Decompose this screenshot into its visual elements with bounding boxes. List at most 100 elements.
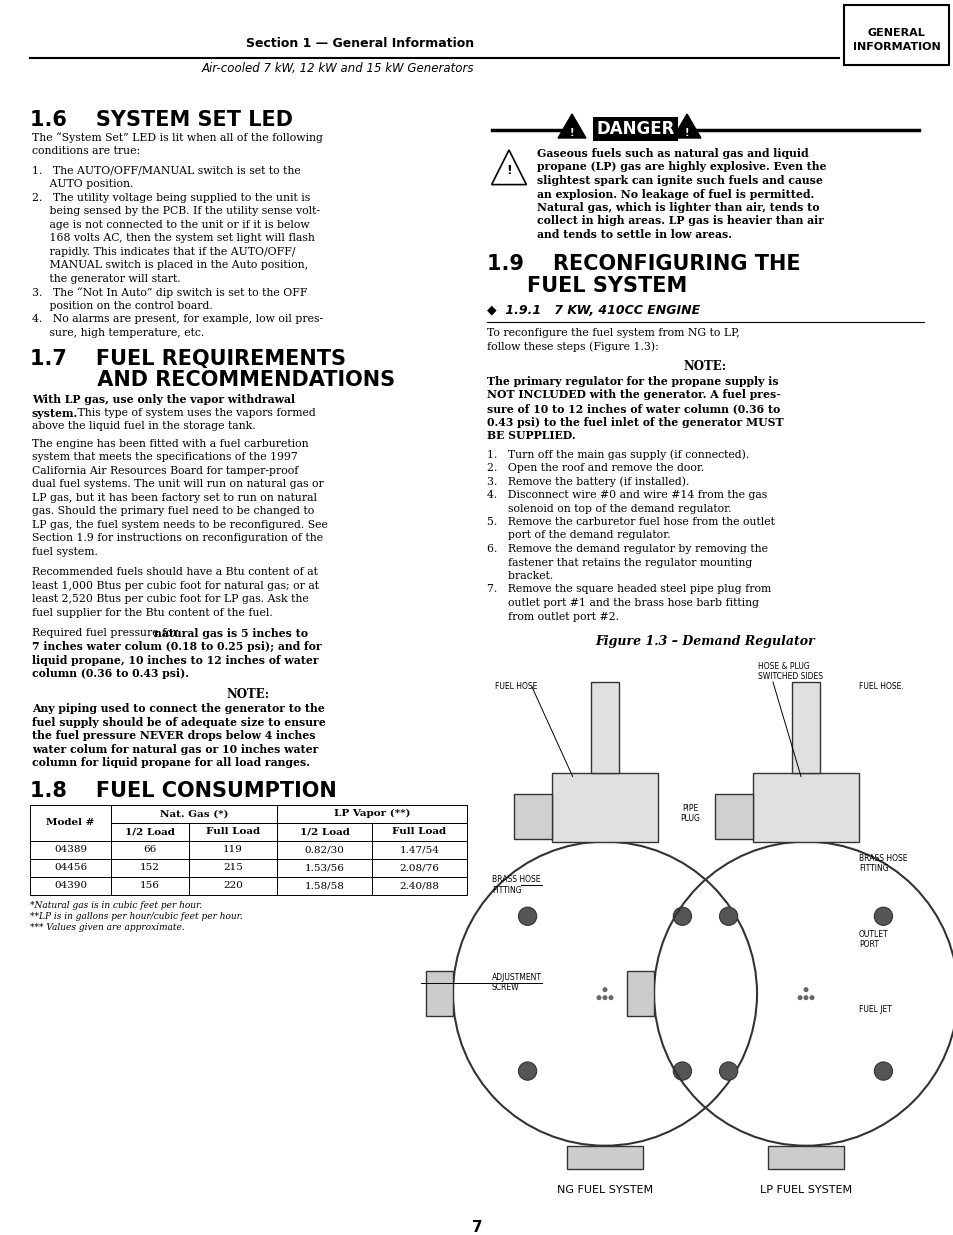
Bar <box>276 841 372 858</box>
Text: liquid propane, 10 inches to 12 inches of water: liquid propane, 10 inches to 12 inches o… <box>32 655 318 666</box>
Text: above the liquid fuel in the storage tank.: above the liquid fuel in the storage tan… <box>32 421 255 431</box>
Bar <box>372 823 467 841</box>
Text: Section 1.9 for instructions on reconfiguration of the: Section 1.9 for instructions on reconfig… <box>32 534 323 543</box>
Text: 66: 66 <box>143 845 156 855</box>
Text: 04456: 04456 <box>53 863 87 872</box>
Bar <box>514 794 551 840</box>
Text: Any piping used to connect the generator to the: Any piping used to connect the generator… <box>32 703 324 714</box>
Bar <box>591 682 618 773</box>
FancyBboxPatch shape <box>923 5 937 12</box>
Text: solenoid on top of the demand regulator.: solenoid on top of the demand regulator. <box>486 504 731 514</box>
Polygon shape <box>673 114 700 138</box>
FancyBboxPatch shape <box>865 5 880 12</box>
Text: FUEL HOSE: FUEL HOSE <box>495 682 537 692</box>
Text: 0.82/30: 0.82/30 <box>304 845 344 855</box>
Text: 2.08/76: 2.08/76 <box>399 863 439 872</box>
Text: !: ! <box>506 163 512 177</box>
Text: OUTLET
PORT: OUTLET PORT <box>858 930 887 948</box>
Text: least 2,520 Btus per cubic foot for LP gas. Ask the: least 2,520 Btus per cubic foot for LP g… <box>32 594 309 604</box>
Text: LP Vapor (**): LP Vapor (**) <box>334 809 410 819</box>
Text: fuel supply should be of adequate size to ensure: fuel supply should be of adequate size t… <box>32 716 325 727</box>
Text: column (0.36 to 0.43 psi).: column (0.36 to 0.43 psi). <box>32 668 189 679</box>
Text: With LP gas, use only the vapor withdrawal: With LP gas, use only the vapor withdraw… <box>32 394 294 405</box>
Text: bracket.: bracket. <box>486 571 553 580</box>
Text: Full Load: Full Load <box>392 827 446 836</box>
Circle shape <box>608 995 613 1000</box>
Text: 1.6    SYSTEM SET LED: 1.6 SYSTEM SET LED <box>30 110 293 130</box>
Text: 1.7    FUEL REQUIREMENTS: 1.7 FUEL REQUIREMENTS <box>30 350 346 369</box>
Text: slightest spark can ignite such fuels and cause: slightest spark can ignite such fuels an… <box>537 175 822 186</box>
Text: follow these steps (Figure 1.3):: follow these steps (Figure 1.3): <box>486 341 659 352</box>
Text: conditions are true:: conditions are true: <box>32 146 140 156</box>
Circle shape <box>596 995 600 1000</box>
Text: least 1,000 Btus per cubic foot for natural gas; or at: least 1,000 Btus per cubic foot for natu… <box>32 580 318 590</box>
Text: the generator will start.: the generator will start. <box>32 274 180 284</box>
Bar <box>276 823 372 841</box>
Bar <box>593 117 678 141</box>
Text: 2.40/88: 2.40/88 <box>399 882 439 890</box>
Text: 215: 215 <box>223 863 242 872</box>
Bar <box>551 773 658 841</box>
Text: 1.58/58: 1.58/58 <box>304 882 344 890</box>
Text: Nat. Gas (*): Nat. Gas (*) <box>159 809 228 819</box>
Text: BRASS HOSE
FITTING: BRASS HOSE FITTING <box>492 876 540 895</box>
Text: AND RECOMMENDATIONS: AND RECOMMENDATIONS <box>32 370 395 390</box>
Bar <box>189 858 276 877</box>
Text: California Air Resources Board for tamper-proof: California Air Resources Board for tampe… <box>32 466 298 475</box>
Text: 1/2 Load: 1/2 Load <box>125 827 174 836</box>
Text: The engine has been fitted with a fuel carburetion: The engine has been fitted with a fuel c… <box>32 438 309 448</box>
Circle shape <box>802 995 807 1000</box>
Text: 1.47/54: 1.47/54 <box>399 845 439 855</box>
Text: Recommended fuels should have a Btu content of at: Recommended fuels should have a Btu cont… <box>32 567 317 577</box>
Text: Required fuel pressure for: Required fuel pressure for <box>32 627 181 637</box>
Text: AUTO position.: AUTO position. <box>32 179 133 189</box>
Bar <box>30 858 111 877</box>
Text: HOSE & PLUG
SWITCHED SIDES: HOSE & PLUG SWITCHED SIDES <box>757 662 822 682</box>
Bar <box>111 823 189 841</box>
Text: The primary regulator for the propane supply is: The primary regulator for the propane su… <box>486 375 778 387</box>
Text: fuel supplier for the Btu content of the fuel.: fuel supplier for the Btu content of the… <box>32 608 273 618</box>
Bar <box>111 805 276 823</box>
Text: 0.43 psi) to the fuel inlet of the generator MUST: 0.43 psi) to the fuel inlet of the gener… <box>486 416 782 427</box>
Text: 1.   The AUTO/OFF/MANUAL switch is set to the: 1. The AUTO/OFF/MANUAL switch is set to … <box>32 165 300 175</box>
Bar <box>372 877 467 895</box>
Bar <box>626 971 654 1016</box>
FancyBboxPatch shape <box>884 5 899 12</box>
Text: FUEL HOSE.: FUEL HOSE. <box>858 682 902 692</box>
Text: system that meets the specifications of the 1997: system that meets the specifications of … <box>32 452 297 462</box>
Text: GENERAL
INFORMATION: GENERAL INFORMATION <box>852 28 940 52</box>
Bar <box>767 1146 843 1168</box>
Text: collect in high areas. LP gas is heavier than air: collect in high areas. LP gas is heavier… <box>537 215 823 226</box>
Text: ADJUSTMENT
SCREW: ADJUSTMENT SCREW <box>492 973 541 993</box>
Text: 152: 152 <box>140 863 159 872</box>
Bar <box>372 841 467 858</box>
Text: BRASS HOSE
FITTING: BRASS HOSE FITTING <box>858 853 906 873</box>
Text: The “System Set” LED is lit when all of the following: The “System Set” LED is lit when all of … <box>32 132 322 143</box>
Bar <box>566 1146 642 1168</box>
Text: Natural gas, which is lighter than air, tends to: Natural gas, which is lighter than air, … <box>537 203 819 212</box>
Circle shape <box>873 1062 892 1081</box>
Text: 168 volts AC, then the system set light will flash: 168 volts AC, then the system set light … <box>32 233 314 243</box>
Text: the fuel pressure NEVER drops below 4 inches: the fuel pressure NEVER drops below 4 in… <box>32 730 315 741</box>
Text: LP gas, but it has been factory set to run on natural: LP gas, but it has been factory set to r… <box>32 493 316 503</box>
Text: 04389: 04389 <box>53 845 87 855</box>
Bar <box>752 773 859 841</box>
Text: ◆  1.9.1   7 KW, 410CC ENGINE: ◆ 1.9.1 7 KW, 410CC ENGINE <box>486 304 700 316</box>
Text: water colum for natural gas or 10 inches water: water colum for natural gas or 10 inches… <box>32 743 318 755</box>
Text: position on the control board.: position on the control board. <box>32 301 213 311</box>
Text: 119: 119 <box>223 845 242 855</box>
Circle shape <box>809 995 814 1000</box>
Text: 3.   The “Not In Auto” dip switch is set to the OFF: 3. The “Not In Auto” dip switch is set t… <box>32 288 307 298</box>
Bar <box>189 841 276 858</box>
Text: 7 inches water colum (0.18 to 0.25 psi); and for: 7 inches water colum (0.18 to 0.25 psi);… <box>32 641 321 652</box>
Bar <box>189 877 276 895</box>
Polygon shape <box>491 149 526 184</box>
Text: 1.53/56: 1.53/56 <box>304 863 344 872</box>
Text: *Natural gas is in cubic feet per hour.: *Natural gas is in cubic feet per hour. <box>30 900 202 910</box>
Circle shape <box>602 987 607 992</box>
Text: 7: 7 <box>471 1220 482 1235</box>
Text: To reconfigure the fuel system from NG to LP,: To reconfigure the fuel system from NG t… <box>486 327 739 337</box>
Text: NOTE:: NOTE: <box>683 361 726 373</box>
Text: 6.   Remove the demand regulator by removing the: 6. Remove the demand regulator by removi… <box>486 543 767 555</box>
Bar <box>111 877 189 895</box>
